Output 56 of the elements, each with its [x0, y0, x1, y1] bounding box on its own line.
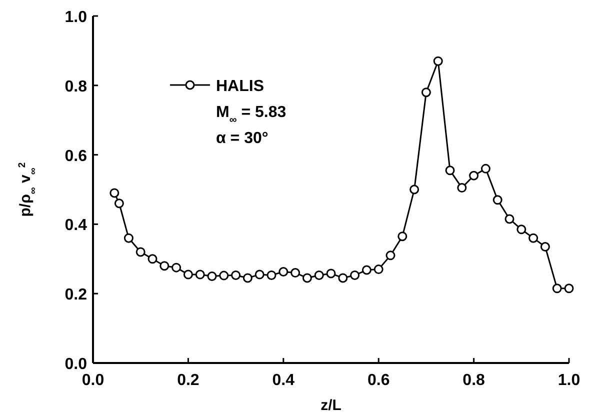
- y-tick-label: 0.4: [64, 217, 88, 234]
- point: [350, 270, 360, 280]
- point: [314, 270, 324, 280]
- point: [362, 265, 372, 275]
- point: [552, 284, 562, 294]
- point: [528, 233, 538, 243]
- annotation: M$_{∞}$ = 5.83: [216, 104, 286, 126]
- point: [114, 198, 124, 208]
- y-tick-label: 1.0: [64, 9, 88, 26]
- point: [492, 195, 502, 205]
- point: [540, 242, 550, 252]
- x-tick-label: 0.8: [462, 372, 486, 389]
- point: [338, 273, 348, 283]
- point: [398, 232, 408, 242]
- point: [457, 183, 467, 193]
- point: [386, 250, 396, 260]
- point: [564, 284, 574, 294]
- point: [195, 270, 205, 280]
- point: [124, 233, 134, 243]
- point: [231, 270, 241, 280]
- point: [219, 270, 229, 280]
- point: [160, 261, 170, 271]
- point: [374, 264, 384, 274]
- x-tick-label: 0.6: [367, 372, 390, 389]
- point: [469, 170, 479, 180]
- point: [172, 262, 182, 272]
- x-tick-label: 1.0: [558, 372, 580, 389]
- point: [410, 184, 420, 194]
- x-tick-label: 0.2: [177, 372, 200, 389]
- point: [242, 273, 252, 283]
- y-tick-label: 0.6: [64, 148, 88, 165]
- point: [516, 224, 526, 234]
- point: [290, 268, 300, 278]
- point: [302, 273, 312, 283]
- point: [326, 268, 336, 278]
- point: [421, 88, 431, 98]
- annotation: α = 30°: [216, 130, 268, 147]
- y-tick-label: 0.2: [64, 286, 88, 304]
- point: [480, 164, 490, 174]
- y-tick-label: 0.0: [64, 356, 88, 373]
- point: [504, 214, 514, 224]
- point: [433, 56, 443, 66]
- point: [254, 270, 264, 280]
- point: [183, 270, 193, 280]
- x-axis-title: z/L: [320, 397, 342, 414]
- x-tick-label: 0.0: [82, 372, 104, 389]
- legend-label: HALIS: [216, 78, 264, 95]
- x-tick-label: 0.4: [272, 372, 295, 389]
- point: [207, 272, 217, 281]
- point: [136, 247, 146, 257]
- y-tick-label: 0.8: [64, 78, 88, 96]
- point: [148, 254, 158, 264]
- point: [445, 166, 455, 176]
- point: [110, 188, 120, 198]
- point: [266, 270, 276, 280]
- point: [278, 266, 288, 276]
